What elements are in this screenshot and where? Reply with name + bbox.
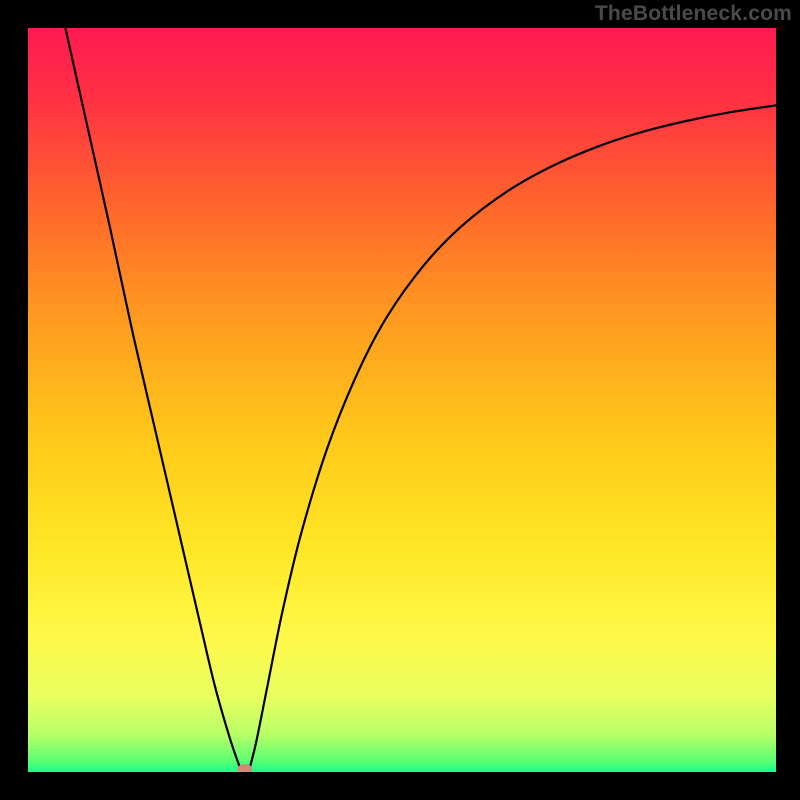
chart-container: TheBottleneck.com bbox=[0, 0, 800, 800]
chart-svg bbox=[28, 28, 776, 772]
gradient-background bbox=[28, 28, 776, 772]
watermark-text: TheBottleneck.com bbox=[595, 2, 792, 26]
plot-area bbox=[28, 28, 776, 772]
